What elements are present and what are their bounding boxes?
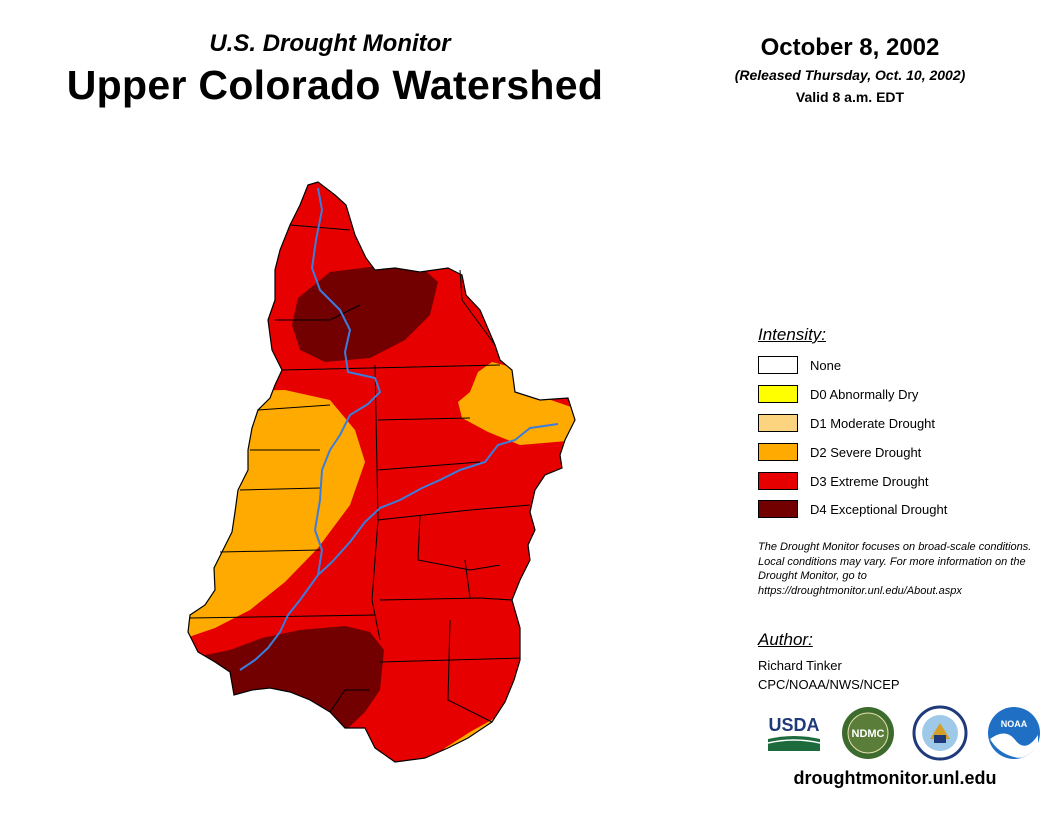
legend-swatch [758,443,798,461]
website-link[interactable]: droughtmonitor.unl.edu [793,768,997,788]
commerce-seal-icon [912,705,968,761]
legend-swatch [758,385,798,403]
usda-logo-text: USDA [768,715,819,735]
valid-date: October 8, 2002 [760,34,940,61]
map-subtitle: U.S. Drought Monitor [209,30,451,57]
usda-logo-icon: USDA [767,715,821,751]
green-river [239,187,381,671]
colorado-river [317,423,559,576]
legend-label: D2 Severe Drought [810,445,922,460]
release-date: (Released Thursday, Oct. 10, 2002) [734,67,966,83]
legend-label: D1 Moderate Drought [810,416,936,431]
ndmc-logo-text: NDMC [852,728,885,740]
disclaimer-text: The Drought Monitor focuses on broad-sca… [758,541,1032,597]
legend-swatch [758,472,798,490]
legend-swatch [758,500,798,518]
valid-time: Valid 8 a.m. EDT [795,89,905,105]
watershed-outline [187,181,576,763]
map-title: Upper Colorado Watershed [66,62,604,108]
legend-label: D4 Exceptional Drought [810,502,948,517]
noaa-logo-icon: NOAA [988,707,1040,759]
ndmc-logo-icon: NDMC [842,707,894,759]
author-org: CPC/NOAA/NWS/NCEP [758,677,900,692]
noaa-logo-text: NOAA [1001,719,1028,729]
author-name: Richard Tinker [758,658,842,673]
legend-swatch [758,414,798,432]
legend-heading: Intensity: [758,325,827,344]
legend-label: D0 Abnormally Dry [810,387,919,402]
river-network [239,187,559,671]
legend-swatch [758,356,798,374]
d4-exceptional-area-north [292,266,438,362]
legend-label: D3 Extreme Drought [810,474,929,489]
drought-map [187,181,576,763]
county-boundaries [189,224,531,723]
author-heading: Author: [758,630,813,649]
legend-label: None [810,358,842,373]
